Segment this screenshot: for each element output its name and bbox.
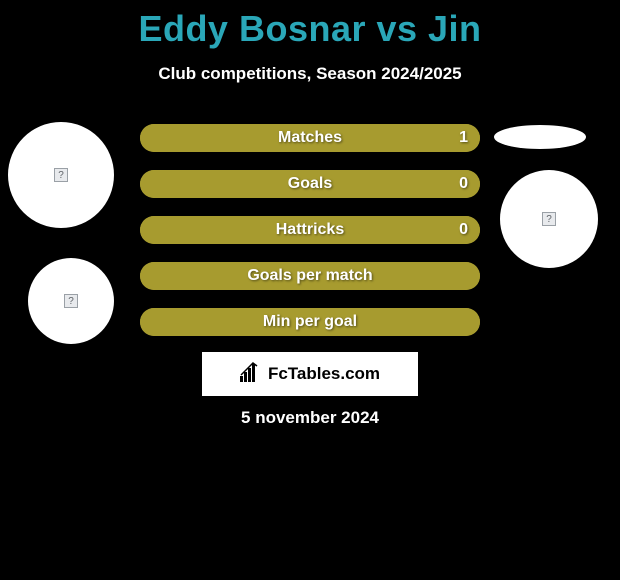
stat-bar-value: 1	[459, 129, 468, 147]
image-placeholder-icon: ?	[542, 212, 556, 226]
player1-avatar-small: ?	[28, 258, 114, 344]
image-placeholder-icon: ?	[54, 168, 68, 182]
decorative-ellipse	[494, 125, 586, 149]
stat-bar-value: 0	[459, 221, 468, 239]
stat-bar-label: Hattricks	[276, 221, 344, 239]
comparison-subtitle: Club competitions, Season 2024/2025	[0, 64, 620, 84]
comparison-title: Eddy Bosnar vs Jin	[0, 0, 620, 50]
stats-bars-container: Matches 1 Goals 0 Hattricks 0 Goals per match M…	[140, 124, 480, 354]
source-logo: FcTables.com	[202, 352, 418, 396]
stat-bar-label: Goals	[288, 175, 332, 193]
stat-bar: Min per goal	[140, 308, 480, 336]
stat-bar: Goals 0	[140, 170, 480, 198]
stat-bar-label: Goals per match	[247, 267, 372, 285]
snapshot-date: 5 november 2024	[0, 408, 620, 428]
stat-bar-label: Matches	[278, 129, 342, 147]
bar-chart-icon	[240, 362, 262, 387]
source-logo-text: FcTables.com	[268, 364, 380, 384]
stat-bar: Hattricks 0	[140, 216, 480, 244]
player2-avatar: ?	[500, 170, 598, 268]
image-placeholder-icon: ?	[64, 294, 78, 308]
stat-bar-value: 0	[459, 175, 468, 193]
stat-bar: Matches 1	[140, 124, 480, 152]
stat-bar: Goals per match	[140, 262, 480, 290]
stat-bar-label: Min per goal	[263, 313, 357, 331]
player1-avatar-large: ?	[8, 122, 114, 228]
